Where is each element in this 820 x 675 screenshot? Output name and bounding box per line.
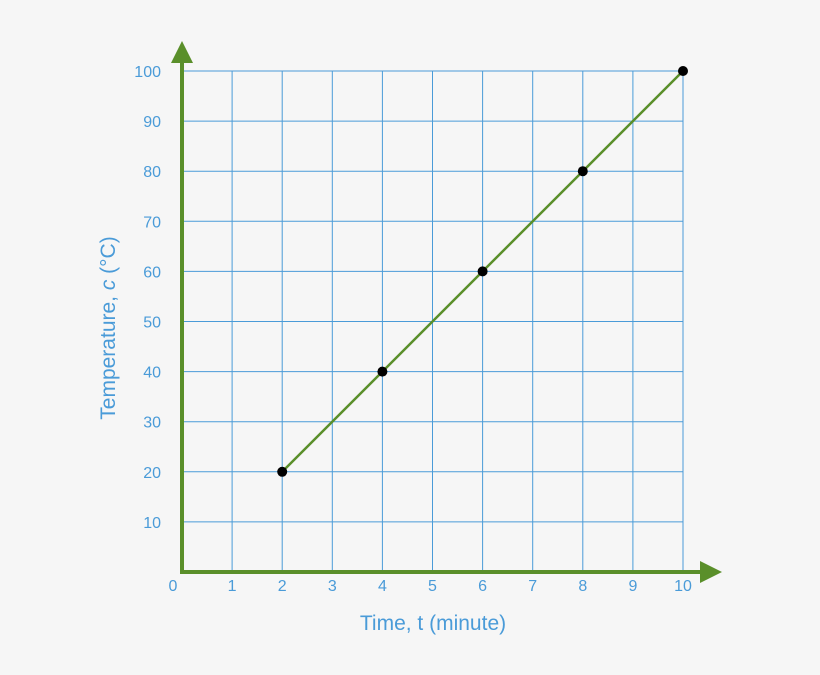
x-tick-label: 0 bbox=[169, 578, 178, 595]
axes bbox=[171, 41, 722, 583]
grid bbox=[182, 70, 684, 572]
data-point bbox=[377, 366, 388, 377]
y-tick-label: 70 bbox=[143, 214, 161, 231]
x-tick-label: 6 bbox=[478, 578, 487, 595]
data-point bbox=[577, 166, 588, 177]
x-tick-labels: 0 1 2 3 4 5 6 7 8 9 10 bbox=[169, 578, 692, 595]
y-tick-label: 90 bbox=[143, 114, 161, 131]
x-tick-label: 7 bbox=[528, 578, 537, 595]
y-tick-label: 100 bbox=[134, 64, 161, 81]
data-point bbox=[477, 266, 488, 277]
x-tick-label: 9 bbox=[628, 578, 637, 595]
y-tick-label: 30 bbox=[143, 415, 161, 432]
y-tick-label: 50 bbox=[143, 315, 161, 332]
y-tick-label: 10 bbox=[143, 515, 161, 532]
y-axis-arrow-icon bbox=[171, 41, 193, 63]
y-axis-title-unit: (°C) bbox=[97, 236, 120, 279]
y-axis-title-part-1: Temperature, bbox=[97, 290, 120, 420]
x-tick-label: 4 bbox=[378, 578, 387, 595]
x-axis-title: Time, t (minute) bbox=[360, 612, 506, 635]
data-point bbox=[678, 66, 688, 76]
y-tick-label: 60 bbox=[143, 264, 161, 281]
x-tick-label: 2 bbox=[278, 578, 287, 595]
x-axis-arrow-icon bbox=[700, 561, 722, 583]
x-tick-label: 10 bbox=[674, 578, 692, 595]
y-tick-label: 40 bbox=[143, 365, 161, 382]
x-tick-label: 3 bbox=[328, 578, 337, 595]
y-tick-labels: 10 20 30 40 50 60 70 80 90 100 bbox=[134, 64, 161, 532]
y-tick-label: 80 bbox=[143, 164, 161, 181]
x-tick-label: 5 bbox=[428, 578, 437, 595]
x-tick-label: 8 bbox=[578, 578, 587, 595]
series bbox=[277, 66, 688, 477]
y-axis-title: Temperature, c (°C) bbox=[97, 236, 120, 419]
y-axis-title-variable: c bbox=[97, 279, 120, 290]
data-point bbox=[277, 466, 288, 477]
x-tick-label: 1 bbox=[228, 578, 237, 595]
y-tick-label: 20 bbox=[143, 465, 161, 482]
